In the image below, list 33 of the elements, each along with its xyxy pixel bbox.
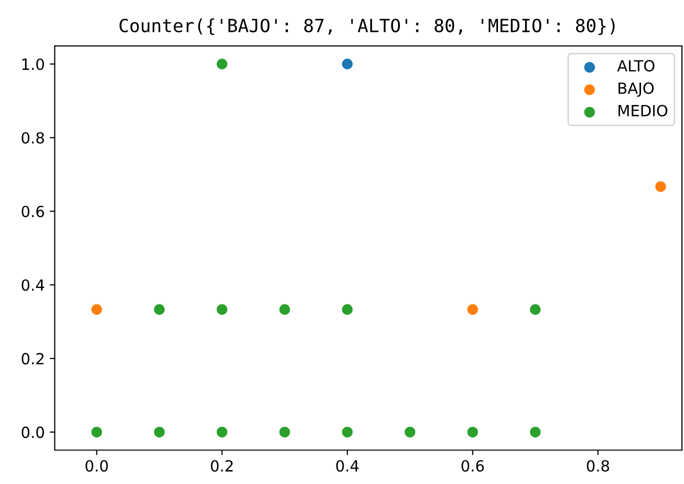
legend-label: BAJO: [618, 82, 654, 97]
point: [216, 58, 228, 70]
point: [530, 426, 541, 438]
y-tick-label: 0.0: [22, 426, 44, 438]
legend-label: ALTO: [617, 60, 654, 72]
y-tick-label: 0.2: [22, 352, 44, 364]
point: [404, 426, 416, 438]
point: [530, 304, 541, 315]
chart-title: Counter({'BAJO': 87, 'ALTO': 80, 'MEDIO': 80}): [120, 18, 615, 36]
x-tick-label: 0.8: [586, 460, 610, 472]
x-tick-label: 0.4: [336, 460, 359, 472]
y-tick-label: 0.4: [22, 279, 44, 291]
point: [342, 304, 353, 315]
point: [216, 426, 228, 438]
point: [467, 304, 478, 315]
x-tick-label: 0.2: [210, 460, 233, 472]
x-tick-label: 0.6: [462, 460, 484, 472]
point: [279, 426, 290, 438]
point: [216, 304, 228, 315]
y-tick-label: 0.8: [22, 132, 44, 144]
point: [91, 304, 102, 315]
legend-label: MEDIO: [618, 104, 668, 116]
point: [154, 426, 165, 438]
point: [279, 304, 290, 315]
point: [342, 58, 353, 70]
point: [154, 304, 165, 315]
y-tick-label: 1.0: [22, 58, 44, 70]
x-tick-label: 0.0: [86, 460, 108, 472]
y-tick-label: 0.6: [22, 206, 44, 218]
point: [91, 426, 102, 438]
point: [467, 426, 478, 438]
point: [655, 181, 666, 192]
point: [342, 426, 353, 438]
